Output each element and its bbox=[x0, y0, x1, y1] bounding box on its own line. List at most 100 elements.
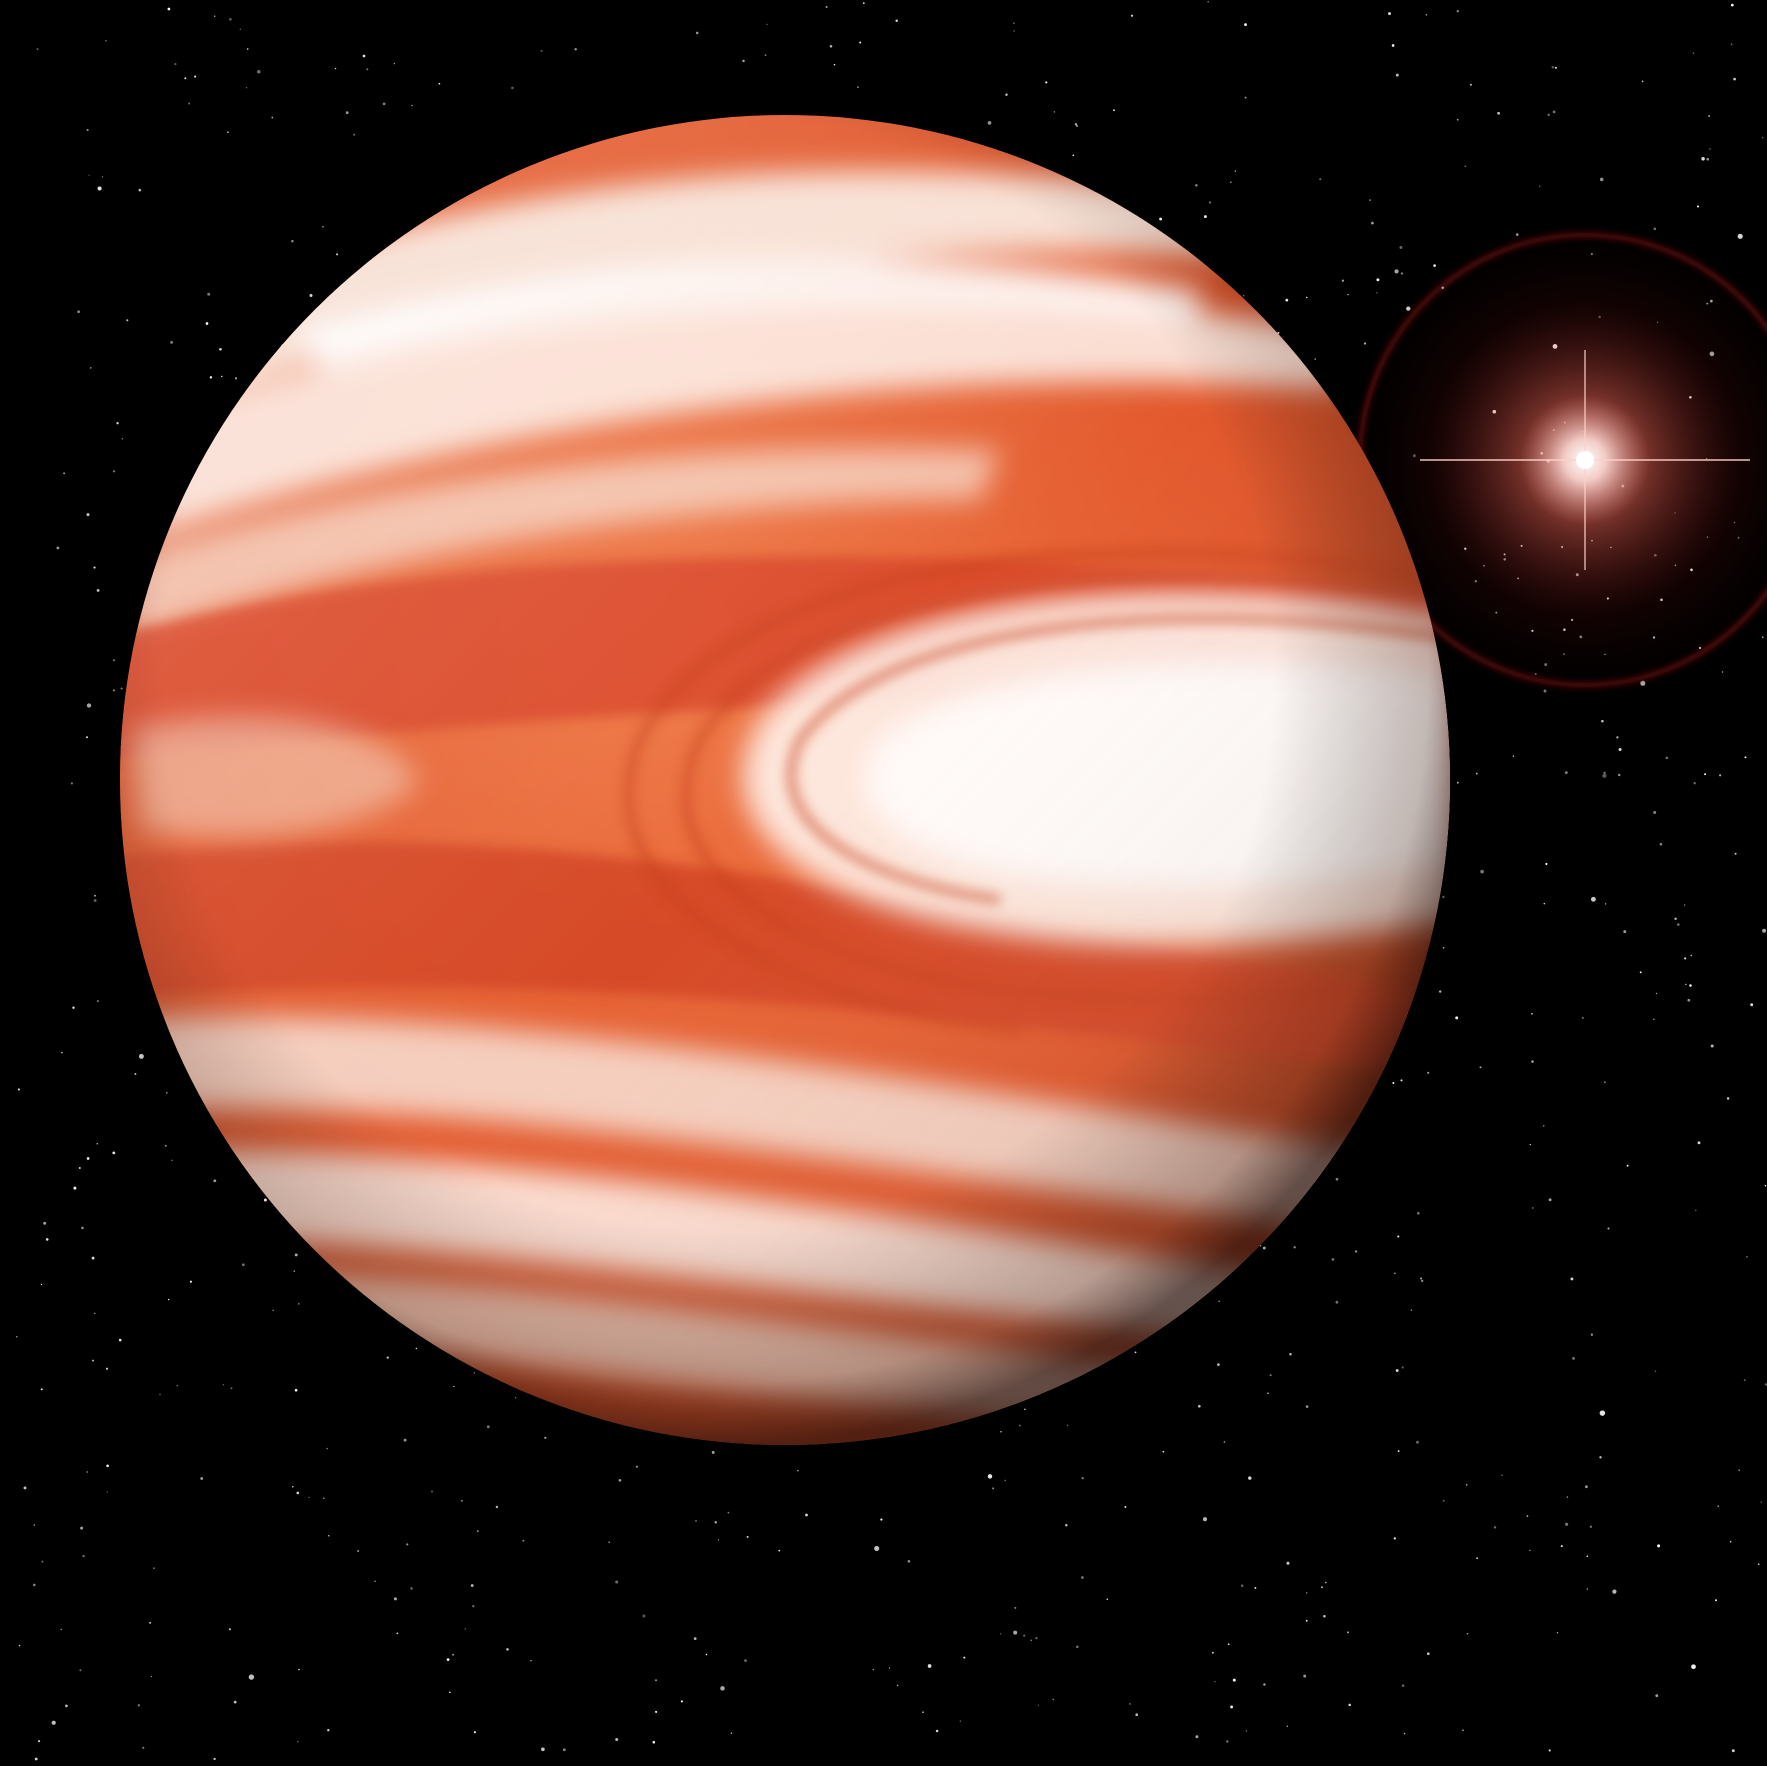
star-dot bbox=[1734, 852, 1737, 855]
star-dot bbox=[86, 1471, 89, 1473]
star-dot bbox=[541, 1747, 545, 1752]
planet bbox=[120, 115, 1450, 1445]
star-dot bbox=[1493, 1526, 1497, 1529]
star-dot bbox=[1604, 1081, 1606, 1083]
star-dot bbox=[859, 41, 862, 44]
star-dot bbox=[271, 116, 274, 119]
star-dot bbox=[233, 1700, 237, 1704]
star-dot bbox=[188, 102, 191, 105]
star-dot bbox=[695, 31, 699, 35]
distant-red-star bbox=[1325, 200, 1767, 720]
star-dot bbox=[655, 1679, 657, 1682]
star-dot bbox=[1013, 1630, 1018, 1635]
star-dot bbox=[105, 39, 107, 42]
star-dot bbox=[1564, 771, 1568, 774]
star-dot bbox=[1750, 1003, 1754, 1007]
star-dot bbox=[453, 1385, 455, 1388]
star-dot bbox=[1035, 1637, 1038, 1640]
star-dot bbox=[711, 1450, 715, 1454]
star-dot bbox=[327, 1729, 330, 1732]
star-dot bbox=[245, 86, 248, 89]
star-dot bbox=[241, 1263, 245, 1267]
star-dot bbox=[907, 1559, 911, 1563]
star-dot bbox=[744, 1659, 747, 1662]
star-dot bbox=[1195, 184, 1198, 187]
star-dot bbox=[1023, 1634, 1026, 1637]
star-dot bbox=[1653, 1018, 1655, 1021]
star-dot bbox=[45, 1238, 49, 1241]
star-dot bbox=[464, 1628, 467, 1630]
star-dot bbox=[1626, 1164, 1629, 1167]
star-dot bbox=[1570, 1277, 1574, 1281]
star-dot bbox=[246, 48, 249, 50]
star-dot bbox=[1532, 1207, 1534, 1209]
star-dot bbox=[1764, 1383, 1767, 1386]
star-dot bbox=[805, 1513, 808, 1517]
star-dot bbox=[1347, 1631, 1349, 1634]
star-dot bbox=[86, 736, 88, 739]
star-dot bbox=[714, 1521, 717, 1524]
star-dot bbox=[1130, 14, 1134, 17]
star-dot bbox=[101, 176, 104, 178]
star-dot bbox=[406, 1543, 409, 1546]
star-dot bbox=[1552, 110, 1556, 114]
star-dot bbox=[411, 104, 413, 107]
star-dot bbox=[189, 1280, 192, 1283]
star-dot bbox=[680, 1700, 683, 1703]
star-dot bbox=[1462, 1729, 1464, 1732]
star-dot bbox=[895, 19, 898, 22]
star-dot bbox=[472, 1605, 475, 1608]
star-dot bbox=[126, 319, 129, 322]
star-dot bbox=[1564, 1522, 1569, 1526]
star-dot bbox=[78, 1167, 81, 1169]
star-dot bbox=[1004, 1479, 1006, 1482]
star-dot bbox=[1376, 292, 1378, 294]
star-dot bbox=[106, 1491, 108, 1493]
star-dot bbox=[1113, 109, 1115, 112]
star-dot bbox=[396, 1632, 399, 1635]
star-dot bbox=[1442, 1499, 1445, 1502]
star-dot bbox=[168, 1298, 170, 1301]
star-dot bbox=[234, 377, 238, 380]
star-dot bbox=[705, 1653, 708, 1656]
star-dot bbox=[1305, 1619, 1308, 1622]
star-dot bbox=[1285, 298, 1289, 302]
star-dot bbox=[1455, 1016, 1459, 1020]
star-dot bbox=[1234, 170, 1237, 172]
star-dot bbox=[1710, 1044, 1714, 1048]
star-dot bbox=[730, 1732, 733, 1734]
star-dot bbox=[1331, 1258, 1335, 1261]
star-dot bbox=[1653, 811, 1657, 814]
star-dot bbox=[1733, 77, 1736, 81]
star-dot bbox=[829, 45, 833, 48]
star-dot bbox=[213, 1179, 217, 1183]
star-dot bbox=[987, 1474, 993, 1479]
star-dot bbox=[922, 1711, 924, 1714]
star-dot bbox=[778, 1549, 781, 1552]
star-dot bbox=[1074, 123, 1078, 126]
star-dot bbox=[1480, 869, 1484, 874]
star-dot bbox=[70, 782, 74, 785]
star-dot bbox=[1691, 1664, 1696, 1670]
star-dot bbox=[1376, 278, 1380, 282]
star-dot bbox=[522, 1539, 525, 1542]
star-dot bbox=[1321, 1586, 1323, 1589]
star-dot bbox=[1696, 205, 1700, 208]
star-dot bbox=[1400, 1079, 1403, 1082]
star-dot bbox=[530, 1660, 532, 1662]
star-dot bbox=[562, 1748, 566, 1752]
star-dot bbox=[1207, 1, 1209, 3]
star-dot bbox=[291, 240, 294, 243]
star-dot bbox=[72, 1006, 75, 1009]
star-dot bbox=[32, 1583, 36, 1587]
star-dot bbox=[150, 1675, 153, 1678]
star-dot bbox=[1217, 1363, 1220, 1366]
star-dot bbox=[118, 1338, 122, 1342]
star-dot bbox=[209, 376, 213, 379]
star-dot bbox=[23, 1486, 27, 1490]
star-dot bbox=[113, 659, 115, 662]
star-dot bbox=[194, 75, 197, 78]
star-dot bbox=[1560, 1545, 1563, 1548]
star-dot bbox=[1401, 1366, 1404, 1369]
star-dot bbox=[1602, 773, 1607, 778]
